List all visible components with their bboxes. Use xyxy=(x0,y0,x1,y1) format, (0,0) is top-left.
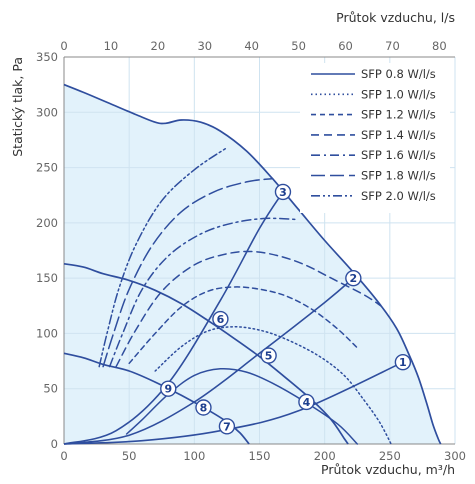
y-tick-label: 150 xyxy=(36,271,58,285)
sfp-curve xyxy=(98,146,228,368)
y-tick-label: 100 xyxy=(36,326,58,340)
marker-circle xyxy=(345,269,362,287)
sfp-curve xyxy=(102,177,274,368)
legend-entry: SFP 2.0 W/l/s xyxy=(311,189,436,203)
marker-label: 4 xyxy=(303,396,311,409)
legend-entry: SFP 1.2 W/l/s xyxy=(311,108,436,122)
y-tick-label: 250 xyxy=(36,161,58,175)
x2-tick-label: 50 xyxy=(291,39,306,53)
tick-labels: 0 50 100 150 200 250 300 0 10 20 30 40 50 60 70 80 0 50 10… xyxy=(36,39,466,463)
legend: SFP 0.8 W/l/s SFP 1.0 W/l/s SFP 1.2 W/l/s S… xyxy=(300,63,450,213)
envelope-fill xyxy=(64,84,441,444)
legend-label: SFP 0.8 W/l/s xyxy=(361,67,436,81)
x-tick-label: 300 xyxy=(444,449,466,463)
legend-entry: SFP 1.6 W/l/s xyxy=(311,148,436,162)
x-tick-label: 100 xyxy=(183,449,205,463)
x-axis-title: Průtok vzduchu, m³/h xyxy=(321,462,455,477)
legend-background xyxy=(300,63,450,213)
y-axis-title: Statický tlak, Pa xyxy=(10,57,25,157)
x2-tick-label: 10 xyxy=(104,39,119,53)
marker-circle xyxy=(160,380,177,397)
legend-label: SFP 1.4 W/l/s xyxy=(361,128,436,142)
x-tick-label: 50 xyxy=(122,449,137,463)
legend-label: SFP 1.8 W/l/s xyxy=(361,169,436,183)
marker-label: 2 xyxy=(350,272,358,285)
marker-label: 9 xyxy=(164,383,172,396)
marker-circle xyxy=(298,393,315,411)
operating-point-marker: 4 xyxy=(298,393,315,411)
sfp-curve xyxy=(128,286,359,365)
x2-tick-label: 80 xyxy=(432,39,447,53)
marker-label: 5 xyxy=(265,350,273,363)
operating-point-marker: 1 xyxy=(394,353,412,371)
x2-axis-title: Průtok vzduchu, l/s xyxy=(336,10,455,25)
operating-point-marker: 3 xyxy=(274,183,292,201)
y-tick-label: 0 xyxy=(51,437,58,451)
x-tick-label: 0 xyxy=(60,449,67,463)
x-tick-label: 150 xyxy=(249,449,271,463)
legend-entry: SFP 1.4 W/l/s xyxy=(311,128,436,142)
legend-label: SFP 1.2 W/l/s xyxy=(361,108,436,122)
sfp-curve xyxy=(108,217,300,368)
operating-point-marker: 9 xyxy=(160,380,177,397)
sfp-curve xyxy=(125,367,359,445)
legend-entry: SFP 1.0 W/l/s xyxy=(311,87,436,101)
x2-tick-label: 70 xyxy=(385,39,400,53)
marker-label: 7 xyxy=(223,420,231,433)
y-tick-label: 350 xyxy=(36,50,58,64)
fan-curve xyxy=(63,262,349,445)
x-tick-label: 200 xyxy=(314,449,336,463)
marker-label: 1 xyxy=(399,356,407,369)
operating-point-marker: 5 xyxy=(260,347,277,364)
marker-circle xyxy=(394,353,412,371)
legend-entry: SFP 0.8 W/l/s xyxy=(311,67,436,81)
system-curve xyxy=(63,277,354,445)
y-tick-label: 50 xyxy=(43,382,58,396)
operating-point-marker: 8 xyxy=(195,399,212,416)
x2-tick-label: 0 xyxy=(60,39,67,53)
axes xyxy=(63,56,455,445)
system-curve xyxy=(63,191,284,445)
x2-tick-label: 30 xyxy=(197,39,212,53)
legend-label: SFP 1.6 W/l/s xyxy=(361,148,436,162)
x2-tick-label: 60 xyxy=(338,39,353,53)
operating-area-fill xyxy=(64,84,441,444)
marker-circle xyxy=(260,347,277,364)
marker-circle xyxy=(218,418,236,435)
x2-tick-label: 40 xyxy=(244,39,259,53)
x2-tick-label: 20 xyxy=(151,39,166,53)
marker-label: 8 xyxy=(200,402,208,415)
marker-circle xyxy=(195,399,212,416)
marker-label: 6 xyxy=(217,313,225,326)
y-tick-label: 300 xyxy=(36,105,58,119)
operating-point-marker: 7 xyxy=(218,418,236,435)
legend-label: SFP 2.0 W/l/s xyxy=(361,189,436,203)
legend-label: SFP 1.0 W/l/s xyxy=(361,87,436,101)
operating-point-marker: 6 xyxy=(212,310,229,328)
marker-circle xyxy=(212,310,229,328)
markers: 1 2 3 4 5 6 7 8 9 xyxy=(160,183,412,435)
legend-entry: SFP 1.8 W/l/s xyxy=(311,169,436,183)
marker-label: 3 xyxy=(279,186,287,199)
marker-circle xyxy=(274,183,292,201)
operating-point-marker: 2 xyxy=(345,269,362,287)
y-tick-label: 200 xyxy=(36,216,58,230)
x-tick-label: 250 xyxy=(379,449,401,463)
